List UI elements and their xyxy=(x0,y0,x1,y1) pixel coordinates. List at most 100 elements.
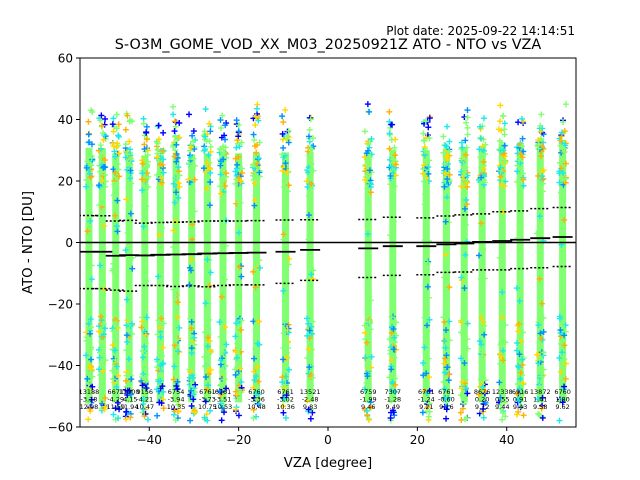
scatter-point xyxy=(421,137,428,144)
scatter-column xyxy=(200,106,214,424)
scatter-point xyxy=(111,181,118,188)
scatter-point xyxy=(304,332,311,339)
scatter-point xyxy=(142,340,149,347)
scatter-point xyxy=(562,328,569,335)
scatter-point xyxy=(101,406,108,413)
scatter-point xyxy=(480,319,487,326)
scatter-point xyxy=(88,344,95,351)
bin-mean: -0.60 xyxy=(438,396,455,404)
scatter-column xyxy=(440,123,453,422)
scatter-point xyxy=(128,376,135,383)
scatter-point xyxy=(102,395,109,402)
scatter-point xyxy=(172,218,179,225)
scatter-point xyxy=(520,380,527,387)
scatter-point xyxy=(83,164,90,171)
scatter-point xyxy=(463,119,470,126)
scatter-point xyxy=(112,356,119,363)
scatter-point xyxy=(191,146,198,153)
scatter-point xyxy=(441,160,448,167)
bin-mean: -1.28 xyxy=(384,396,401,404)
scatter-point xyxy=(365,416,372,423)
scatter-point xyxy=(501,131,508,138)
scatter-point xyxy=(188,256,195,263)
scatter-point xyxy=(154,154,161,161)
scatter-point xyxy=(515,328,522,335)
scatter-point xyxy=(361,128,368,135)
scatter-point xyxy=(237,177,244,184)
scatter-point xyxy=(99,122,106,129)
scatter-point xyxy=(217,333,224,340)
scatter-point xyxy=(143,203,150,210)
x-tick-label: 20 xyxy=(410,433,425,447)
scatter-point xyxy=(217,117,224,124)
scatter-point xyxy=(391,144,398,151)
scatter-point xyxy=(102,183,109,190)
scatter-point xyxy=(112,169,119,176)
scatter-point xyxy=(284,133,291,140)
scatter-point xyxy=(124,229,131,236)
scatter-point xyxy=(202,133,209,140)
scatter-point xyxy=(501,120,508,127)
scatter-point xyxy=(368,135,375,142)
scatter-point xyxy=(205,350,212,357)
scatter-column xyxy=(109,111,123,423)
scatter-point xyxy=(480,414,487,421)
scatter-point xyxy=(478,164,485,171)
scatter-point xyxy=(253,149,260,156)
scatter-point xyxy=(99,400,106,407)
scatter-point xyxy=(129,265,136,272)
scatter-column xyxy=(95,112,109,414)
scatter-point xyxy=(283,341,290,348)
scatter-point xyxy=(175,401,182,408)
bin-count: 12338 xyxy=(492,388,513,396)
scatter-point xyxy=(280,236,287,243)
scatter-point xyxy=(175,180,182,187)
x-axis-label: VZA [degree] xyxy=(284,456,373,471)
scatter-point xyxy=(464,336,471,343)
scatter-point xyxy=(444,176,451,183)
scatter-point xyxy=(174,154,181,161)
scatter-point xyxy=(361,386,368,393)
scatter-point xyxy=(520,182,527,189)
scatter-point xyxy=(218,368,225,375)
scatter-point xyxy=(476,146,483,153)
scatter-point xyxy=(250,162,257,169)
scatter-point xyxy=(144,152,151,159)
scatter-point xyxy=(516,351,523,358)
scatter-point xyxy=(127,167,134,174)
scatter-point xyxy=(462,295,469,302)
scatter-point xyxy=(217,190,224,197)
scatter-point xyxy=(110,376,117,383)
scatter-point xyxy=(422,118,429,125)
scatter-point xyxy=(280,231,287,238)
scatter-point xyxy=(232,348,239,355)
scatter-point xyxy=(386,336,393,343)
bin-mean: -1.99 xyxy=(360,396,377,404)
scatter-point xyxy=(561,332,568,339)
scatter-point xyxy=(387,181,394,188)
scatter-point xyxy=(501,150,508,157)
scatter-point xyxy=(420,360,427,367)
scatter-point xyxy=(85,320,92,327)
bin-mean: 1.80 xyxy=(555,396,569,404)
scatter-point xyxy=(479,246,486,253)
scatter-core xyxy=(112,153,120,403)
scatter-point xyxy=(202,374,209,381)
scatter-point xyxy=(160,129,167,136)
scatter-point xyxy=(123,296,130,303)
scatter-point xyxy=(388,314,395,321)
scatter-point xyxy=(279,374,286,381)
scatter-point xyxy=(191,385,198,392)
scatter-point xyxy=(207,148,214,155)
scatter-point xyxy=(251,202,258,209)
scatter-point xyxy=(458,385,465,392)
scatter-point xyxy=(423,363,430,370)
scatter-point xyxy=(188,379,195,386)
scatter-point xyxy=(459,173,466,180)
scatter-point xyxy=(424,327,431,334)
scatter-point xyxy=(88,162,95,169)
scatter-point xyxy=(501,126,508,133)
scatter-column xyxy=(556,101,569,424)
bin-std: 9.43 xyxy=(513,403,527,411)
scatter-point xyxy=(97,117,104,124)
